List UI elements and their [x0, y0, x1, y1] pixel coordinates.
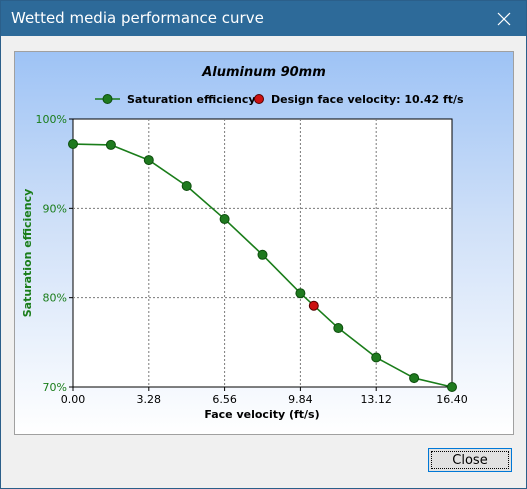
efficiency-data-point	[257, 249, 268, 260]
legend-marker-swatch	[102, 94, 113, 104]
title-bar[interactable]: Wetted media performance curve	[1, 1, 526, 36]
y-axis-label: Saturation efficiency	[21, 189, 34, 318]
legend-entry-efficiency: Saturation efficiency	[127, 93, 256, 106]
chart-legend: Saturation efficiency Design face veloci…	[95, 93, 464, 106]
efficiency-data-point	[68, 139, 78, 150]
efficiency-data-point	[333, 323, 344, 334]
efficiency-data-point	[371, 352, 382, 363]
x-tick-label: 3.28	[137, 393, 162, 406]
close-icon-glyph	[497, 12, 511, 25]
x-tick-label: 9.84	[288, 393, 313, 406]
grid-lines	[73, 119, 452, 387]
efficiency-data-point	[295, 288, 306, 299]
dialog-client-area: Aluminum 90mm Saturation efficiency Desi…	[1, 36, 526, 488]
efficiency-data-point	[143, 155, 154, 166]
data-series	[68, 139, 457, 392]
close-button[interactable]: Close	[428, 448, 512, 472]
y-tick-label: 90%	[43, 202, 67, 215]
x-tick-label: 13.12	[360, 393, 392, 406]
legend-design-marker	[254, 94, 264, 104]
x-tick-label: 6.56	[212, 393, 237, 406]
chart-title: Aluminum 90mm	[201, 65, 326, 80]
performance-chart: Aluminum 90mm Saturation efficiency Desi…	[21, 65, 468, 421]
efficiency-data-point	[219, 214, 230, 225]
x-tick-label: 0.00	[61, 393, 86, 406]
close-icon[interactable]	[482, 1, 526, 36]
window-title: Wetted media performance curve	[11, 9, 264, 27]
design-velocity-point	[308, 300, 319, 311]
y-axis-ticks: 70% 80% 90% 100%	[36, 113, 73, 394]
x-tick-label: 16.40	[436, 393, 468, 406]
y-tick-label: 70%	[43, 381, 67, 394]
efficiency-data-point	[181, 181, 192, 191]
efficiency-data-point	[105, 139, 116, 150]
x-axis-ticks: 0.00 3.28 6.56 9.84 13.12 16.40	[61, 387, 468, 406]
efficiency-data-point	[447, 382, 457, 392]
legend-entry-design-velocity: Design face velocity: 10.42 ft/s	[271, 93, 464, 106]
y-tick-label: 80%	[43, 292, 67, 305]
y-tick-label: 100%	[36, 113, 67, 126]
x-axis-label: Face velocity (ft/s)	[204, 408, 319, 421]
efficiency-data-point	[409, 373, 420, 384]
chart-panel: Aluminum 90mm Saturation efficiency Desi…	[14, 51, 514, 435]
